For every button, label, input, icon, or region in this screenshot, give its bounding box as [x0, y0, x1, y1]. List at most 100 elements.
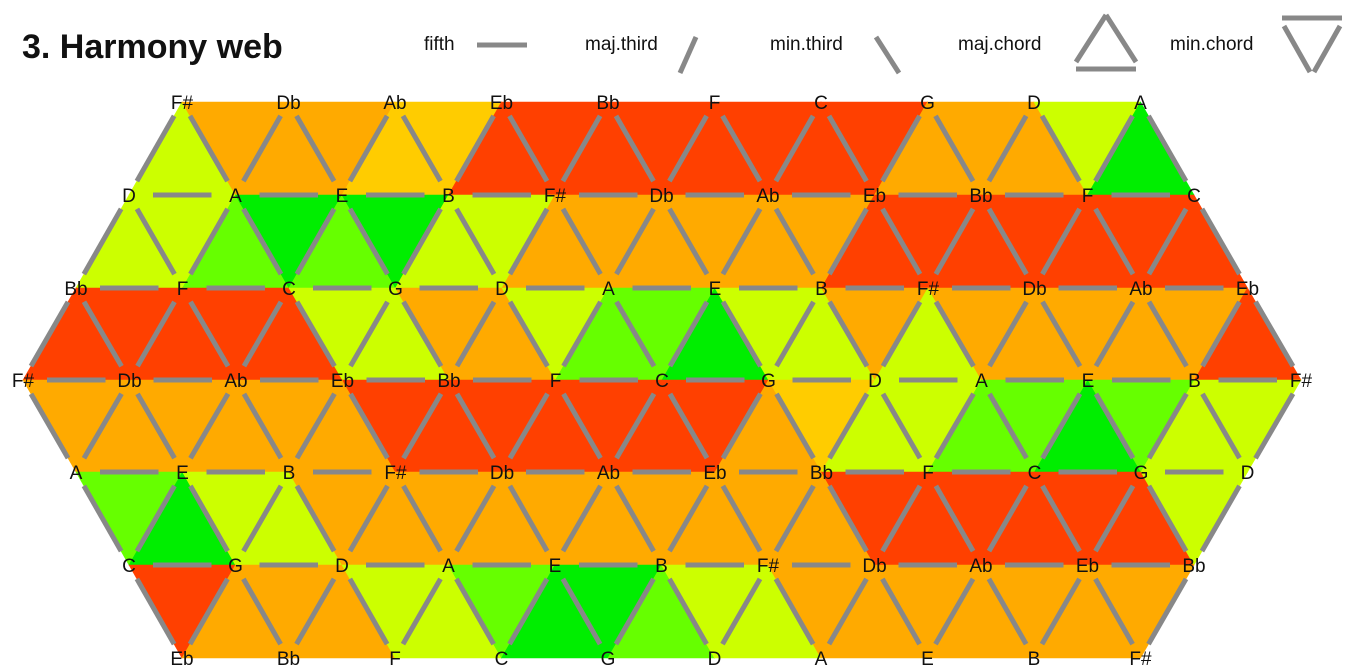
- note-label: F#: [171, 93, 194, 114]
- min-third-line: [880, 392, 923, 460]
- min-third-line: [1093, 207, 1136, 276]
- note-label: Ab: [969, 556, 992, 577]
- note-label: C: [1028, 463, 1042, 484]
- note-label: Ab: [224, 371, 247, 392]
- min-third-line: [347, 577, 390, 646]
- note-label: Eb: [1236, 279, 1259, 300]
- min-third-line: [507, 114, 550, 183]
- note-label: G: [601, 649, 616, 666]
- min-third-line: [401, 484, 443, 553]
- note-label: C: [282, 279, 296, 300]
- note-label: E: [709, 279, 722, 300]
- maj-third-line: [1039, 577, 1082, 646]
- note-label: D: [708, 649, 722, 666]
- note-label: Ab: [597, 463, 620, 484]
- min-third-line: [187, 114, 230, 183]
- note-label: B: [815, 279, 828, 300]
- note-label: D: [1027, 93, 1041, 114]
- maj-third-line: [1146, 577, 1189, 646]
- maj-third-line: [348, 300, 390, 368]
- min-third-line: [294, 114, 337, 183]
- min-third-line: [773, 207, 816, 276]
- note-label: E: [549, 556, 562, 577]
- maj-third-line: [560, 114, 603, 183]
- note-label: Eb: [863, 186, 886, 207]
- min-third-line: [667, 577, 709, 646]
- maj-third-line: [241, 484, 284, 553]
- note-label: F#: [757, 556, 780, 577]
- fifth-line-icon: [477, 42, 527, 48]
- min-third-line-icon: [873, 35, 902, 75]
- page-title: 3. Harmony web: [22, 28, 283, 66]
- note-label: Db: [276, 93, 300, 114]
- min-third-line: [134, 577, 177, 646]
- note-label: Eb: [1076, 556, 1099, 577]
- min-third-line: [1093, 392, 1136, 460]
- maj-third-line: [667, 114, 709, 183]
- min-third-line: [348, 392, 390, 460]
- maj-third-line: [614, 207, 656, 276]
- note-label: Bb: [1182, 556, 1205, 577]
- note-label: F: [922, 463, 934, 484]
- maj-third-line: [986, 114, 1029, 183]
- min-third-line: [986, 577, 1029, 646]
- note-label: G: [388, 279, 403, 300]
- note-label: B: [442, 186, 455, 207]
- note-label: A: [70, 463, 83, 484]
- maj-third-line: [1093, 300, 1136, 368]
- maj-third-line: [401, 392, 444, 460]
- min-third-line: [454, 207, 497, 276]
- note-label: Db: [862, 556, 886, 577]
- note-label: Ab: [383, 93, 406, 114]
- note-label: F: [389, 649, 401, 666]
- note-label: Bb: [596, 93, 619, 114]
- note-label: F#: [1290, 371, 1313, 392]
- note-label: Ab: [756, 186, 779, 207]
- min-third-line: [933, 114, 976, 183]
- note-label: Ab: [1129, 279, 1152, 300]
- maj-third-line: [188, 207, 230, 276]
- maj-third-line: [720, 207, 763, 276]
- note-label: C: [122, 556, 136, 577]
- maj-third-line: [561, 300, 603, 368]
- note-label: Eb: [490, 93, 513, 114]
- maj-third-line-icon: [677, 35, 699, 75]
- maj-third-line: [1040, 392, 1083, 460]
- legend-maj-third: maj.third: [585, 34, 658, 56]
- note-label: G: [1134, 463, 1149, 484]
- min-third-line: [774, 392, 816, 460]
- note-label: B: [1028, 649, 1041, 666]
- maj-third-line: [400, 577, 443, 646]
- legend-maj-chord-label: maj.chord: [958, 34, 1042, 55]
- legend-min-chord-label: min.chord: [1170, 34, 1254, 55]
- min-third-line: [241, 392, 284, 460]
- min-third-line: [81, 484, 124, 553]
- maj-third-line: [986, 484, 1029, 553]
- note-label: Db: [1022, 279, 1046, 300]
- maj-third-line: [774, 300, 816, 368]
- note-label: A: [602, 279, 615, 300]
- maj-third-line: [1199, 484, 1242, 553]
- min-third-line: [827, 300, 870, 368]
- min-third-line: [1200, 392, 1242, 460]
- note-label: E: [176, 463, 189, 484]
- maj-third-line: [241, 114, 283, 183]
- maj-third-line: [987, 300, 1029, 368]
- maj-third-line: [507, 392, 550, 460]
- note-label: A: [975, 371, 988, 392]
- maj-third-line: [1253, 392, 1296, 460]
- min-third-line: [560, 207, 603, 276]
- maj-chord-triangle-icon: [1073, 13, 1139, 72]
- note-label: Bb: [277, 649, 300, 666]
- note-label: B: [283, 463, 296, 484]
- note-label: A: [442, 556, 455, 577]
- note-label: F#: [12, 371, 35, 392]
- min-third-line: [720, 114, 763, 183]
- note-label: E: [1082, 371, 1095, 392]
- note-label: G: [228, 556, 243, 577]
- maj-third-line: [933, 577, 976, 646]
- maj-third-line: [773, 114, 816, 183]
- min-third-line: [561, 392, 603, 460]
- note-label: B: [1188, 371, 1201, 392]
- maj-third-line: [1200, 300, 1242, 368]
